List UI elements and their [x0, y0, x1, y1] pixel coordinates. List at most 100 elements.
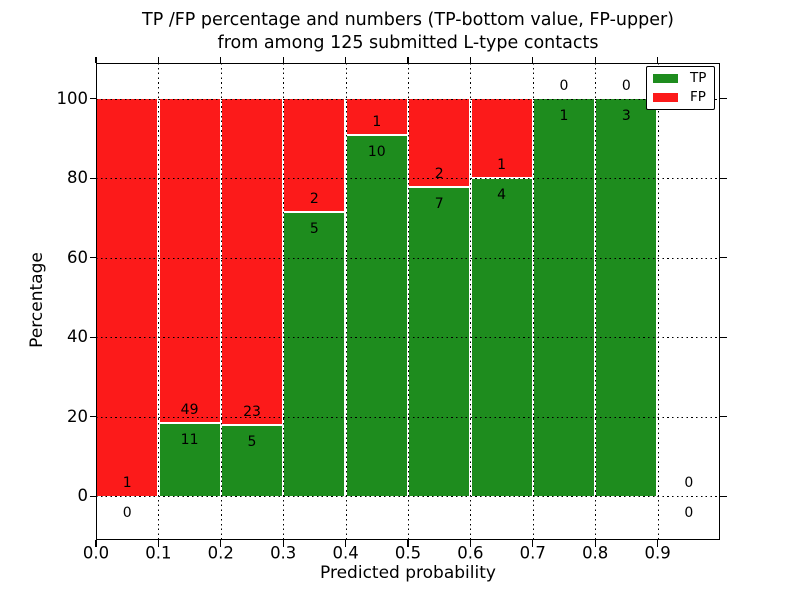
- v-gridline: [595, 63, 597, 540]
- x-tick: [469, 540, 472, 547]
- chart-title: TP /FP percentage and numbers (TP-bottom…: [96, 9, 720, 54]
- v-gridline: [408, 63, 409, 540]
- tp-count-label: 1: [559, 107, 569, 124]
- x-tick: [95, 56, 97, 63]
- bar-segment-tp: [596, 98, 657, 497]
- fp-count-label: 0: [684, 475, 694, 492]
- x-tick: [532, 56, 534, 63]
- x-tick-label: 0.1: [145, 543, 172, 563]
- x-axis-label: Predicted probability: [320, 563, 496, 583]
- y-tick: [89, 336, 96, 338]
- x-tick-label: 0.7: [519, 543, 546, 563]
- x-tick-label: 0.6: [457, 543, 484, 563]
- bar-segment-fp: [409, 98, 470, 188]
- bar-segment-fp: [284, 98, 345, 213]
- x-tick-label: 0.9: [644, 543, 671, 563]
- fp-count-label: 1: [372, 113, 382, 130]
- x-tick: [157, 56, 160, 63]
- legend: TP FP: [646, 66, 715, 110]
- v-gridline: [158, 63, 160, 540]
- legend-swatch-fp: [653, 92, 678, 102]
- fp-count-label: 23: [243, 404, 261, 421]
- chart-title-line2: from among 125 submitted L-type contacts: [217, 32, 599, 53]
- bar-segment-tp: [222, 424, 282, 497]
- y-tick: [720, 495, 727, 497]
- x-tick: [157, 540, 160, 547]
- bar-segment-fp: [97, 98, 158, 497]
- y-tick: [720, 257, 727, 259]
- x-tick: [594, 56, 596, 63]
- x-tick: [407, 540, 409, 547]
- bar-segment-fp: [159, 98, 220, 424]
- x-tick: [282, 56, 284, 63]
- fp-count-label: 1: [497, 157, 507, 174]
- y-tick-label: 60: [67, 247, 88, 267]
- y-tick: [89, 495, 96, 497]
- x-tick: [469, 56, 472, 63]
- tp-count-label: 0: [122, 505, 132, 522]
- x-tick-label: 0.2: [207, 543, 234, 563]
- tp-count-label: 5: [309, 221, 319, 238]
- x-tick: [282, 540, 284, 547]
- bar-segment-fp: [471, 98, 532, 179]
- y-tick-label: 40: [67, 327, 88, 347]
- y-tick: [720, 98, 727, 100]
- x-tick: [594, 540, 596, 547]
- y-tick-label: 0: [77, 486, 89, 506]
- x-tick: [220, 540, 222, 547]
- bar-segment-tp: [284, 211, 345, 497]
- y-tick: [720, 336, 727, 338]
- x-tick: [657, 540, 659, 547]
- x-tick-label: 0.5: [394, 543, 422, 563]
- bar-segment-tp: [471, 177, 532, 497]
- v-gridline: [657, 63, 659, 540]
- v-gridline: [532, 63, 534, 540]
- legend-row-tp: TP: [653, 72, 708, 85]
- fp-count-label: 2: [434, 166, 444, 183]
- v-gridline: [283, 63, 285, 540]
- x-tick: [657, 56, 659, 63]
- x-tick: [407, 56, 409, 63]
- y-tick: [720, 416, 727, 418]
- fp-count-label: 0: [621, 77, 631, 94]
- fp-count-label: 0: [559, 77, 569, 94]
- fp-count-label: 1: [122, 475, 132, 492]
- tp-count-label: 0: [684, 505, 694, 522]
- x-tick-label: 0.0: [82, 543, 110, 563]
- x-tick: [95, 540, 97, 547]
- y-tick: [89, 177, 96, 179]
- x-tick: [532, 540, 534, 547]
- plot-frame: [96, 63, 720, 540]
- y-tick: [89, 416, 96, 418]
- bar-segment-fp: [346, 98, 407, 135]
- bar-segment-tp: [346, 133, 407, 497]
- x-tick: [220, 56, 222, 63]
- y-tick-label: 100: [56, 88, 89, 108]
- bar-segment-tp: [409, 186, 470, 497]
- tp-count-label: 11: [180, 432, 199, 449]
- y-tick: [720, 177, 727, 179]
- y-tick-label: 20: [67, 406, 88, 426]
- x-tick-label: 0.4: [332, 543, 359, 563]
- chart-title-line1: TP /FP percentage and numbers (TP-bottom…: [142, 10, 674, 30]
- tp-count-label: 7: [434, 196, 444, 213]
- tp-count-label: 5: [247, 434, 257, 451]
- x-tick: [345, 540, 347, 547]
- v-gridline: [345, 63, 347, 540]
- bar-segment-fp: [222, 98, 282, 426]
- x-tick-label: 0.3: [270, 543, 297, 563]
- legend-label-fp: FP: [690, 88, 706, 105]
- legend-swatch-tp: [653, 74, 678, 84]
- y-tick: [89, 98, 96, 100]
- legend-row-fp: FP: [653, 88, 708, 105]
- v-gridline: [220, 63, 222, 540]
- fp-count-label: 2: [309, 191, 319, 208]
- v-gridline: [470, 63, 472, 540]
- tp-count-label: 3: [621, 107, 631, 124]
- y-tick: [89, 257, 96, 259]
- bar-segment-tp: [534, 98, 594, 497]
- x-tick: [345, 56, 347, 63]
- tp-count-label: 4: [497, 187, 507, 204]
- x-tick-label: 0.8: [582, 543, 609, 563]
